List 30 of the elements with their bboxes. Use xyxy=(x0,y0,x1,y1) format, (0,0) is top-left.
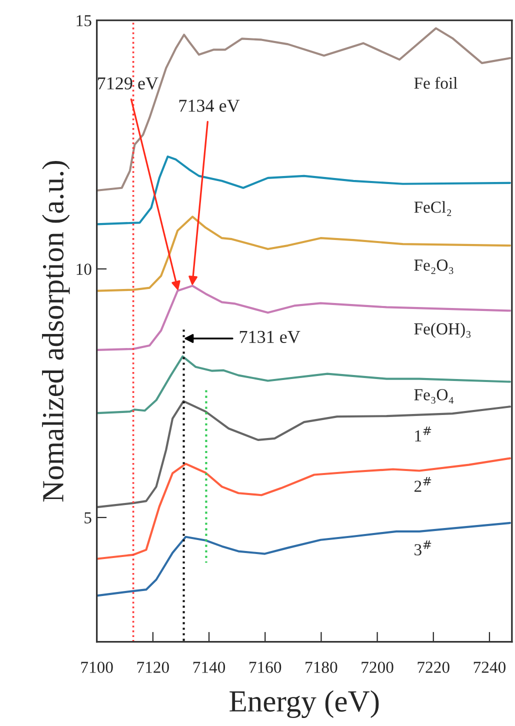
series-label: Fe₃O₄ xyxy=(414,389,454,404)
series-label: Fe(OH)₃ xyxy=(414,322,471,338)
x-tick-label: 7180 xyxy=(306,662,338,673)
line-series xyxy=(96,522,511,597)
series-label: Fe foil xyxy=(414,76,458,89)
x-tick-label: 7100 xyxy=(81,662,113,673)
series-label: Fe₂O₃ xyxy=(414,260,454,274)
x-tick-label: 7140 xyxy=(193,662,226,673)
series-label: FeCl₂ xyxy=(414,201,452,216)
annotation: 7131 eV xyxy=(240,330,300,344)
annotation: 7129 eV xyxy=(98,77,158,90)
line-series xyxy=(96,457,511,560)
y-tick-label: 5 xyxy=(84,512,92,524)
x-tick-label: 7200 xyxy=(362,662,394,673)
x-tick-label: 7240 xyxy=(474,662,506,673)
x-axis-title: Energy (eV) xyxy=(230,690,379,718)
line-series xyxy=(96,355,511,414)
annotation: 7134 eV xyxy=(179,100,240,112)
y-tick-label: 15 xyxy=(76,15,92,26)
series-label: 1$^{#}$ xyxy=(415,426,432,442)
line-series xyxy=(96,216,511,292)
line-series xyxy=(96,27,511,192)
x-tick-label: 7120 xyxy=(137,662,169,673)
y-axis-title: Nomalized adsorption (a.u.) xyxy=(42,161,70,502)
x-tick-label: 7160 xyxy=(250,662,282,673)
series-label: 2$^{#}$ xyxy=(414,477,432,492)
y-tick-label: 10 xyxy=(76,264,92,275)
series-label: 3$^{#}$ xyxy=(414,540,432,556)
x-tick-label: 7220 xyxy=(418,662,450,673)
line-series xyxy=(96,156,511,226)
